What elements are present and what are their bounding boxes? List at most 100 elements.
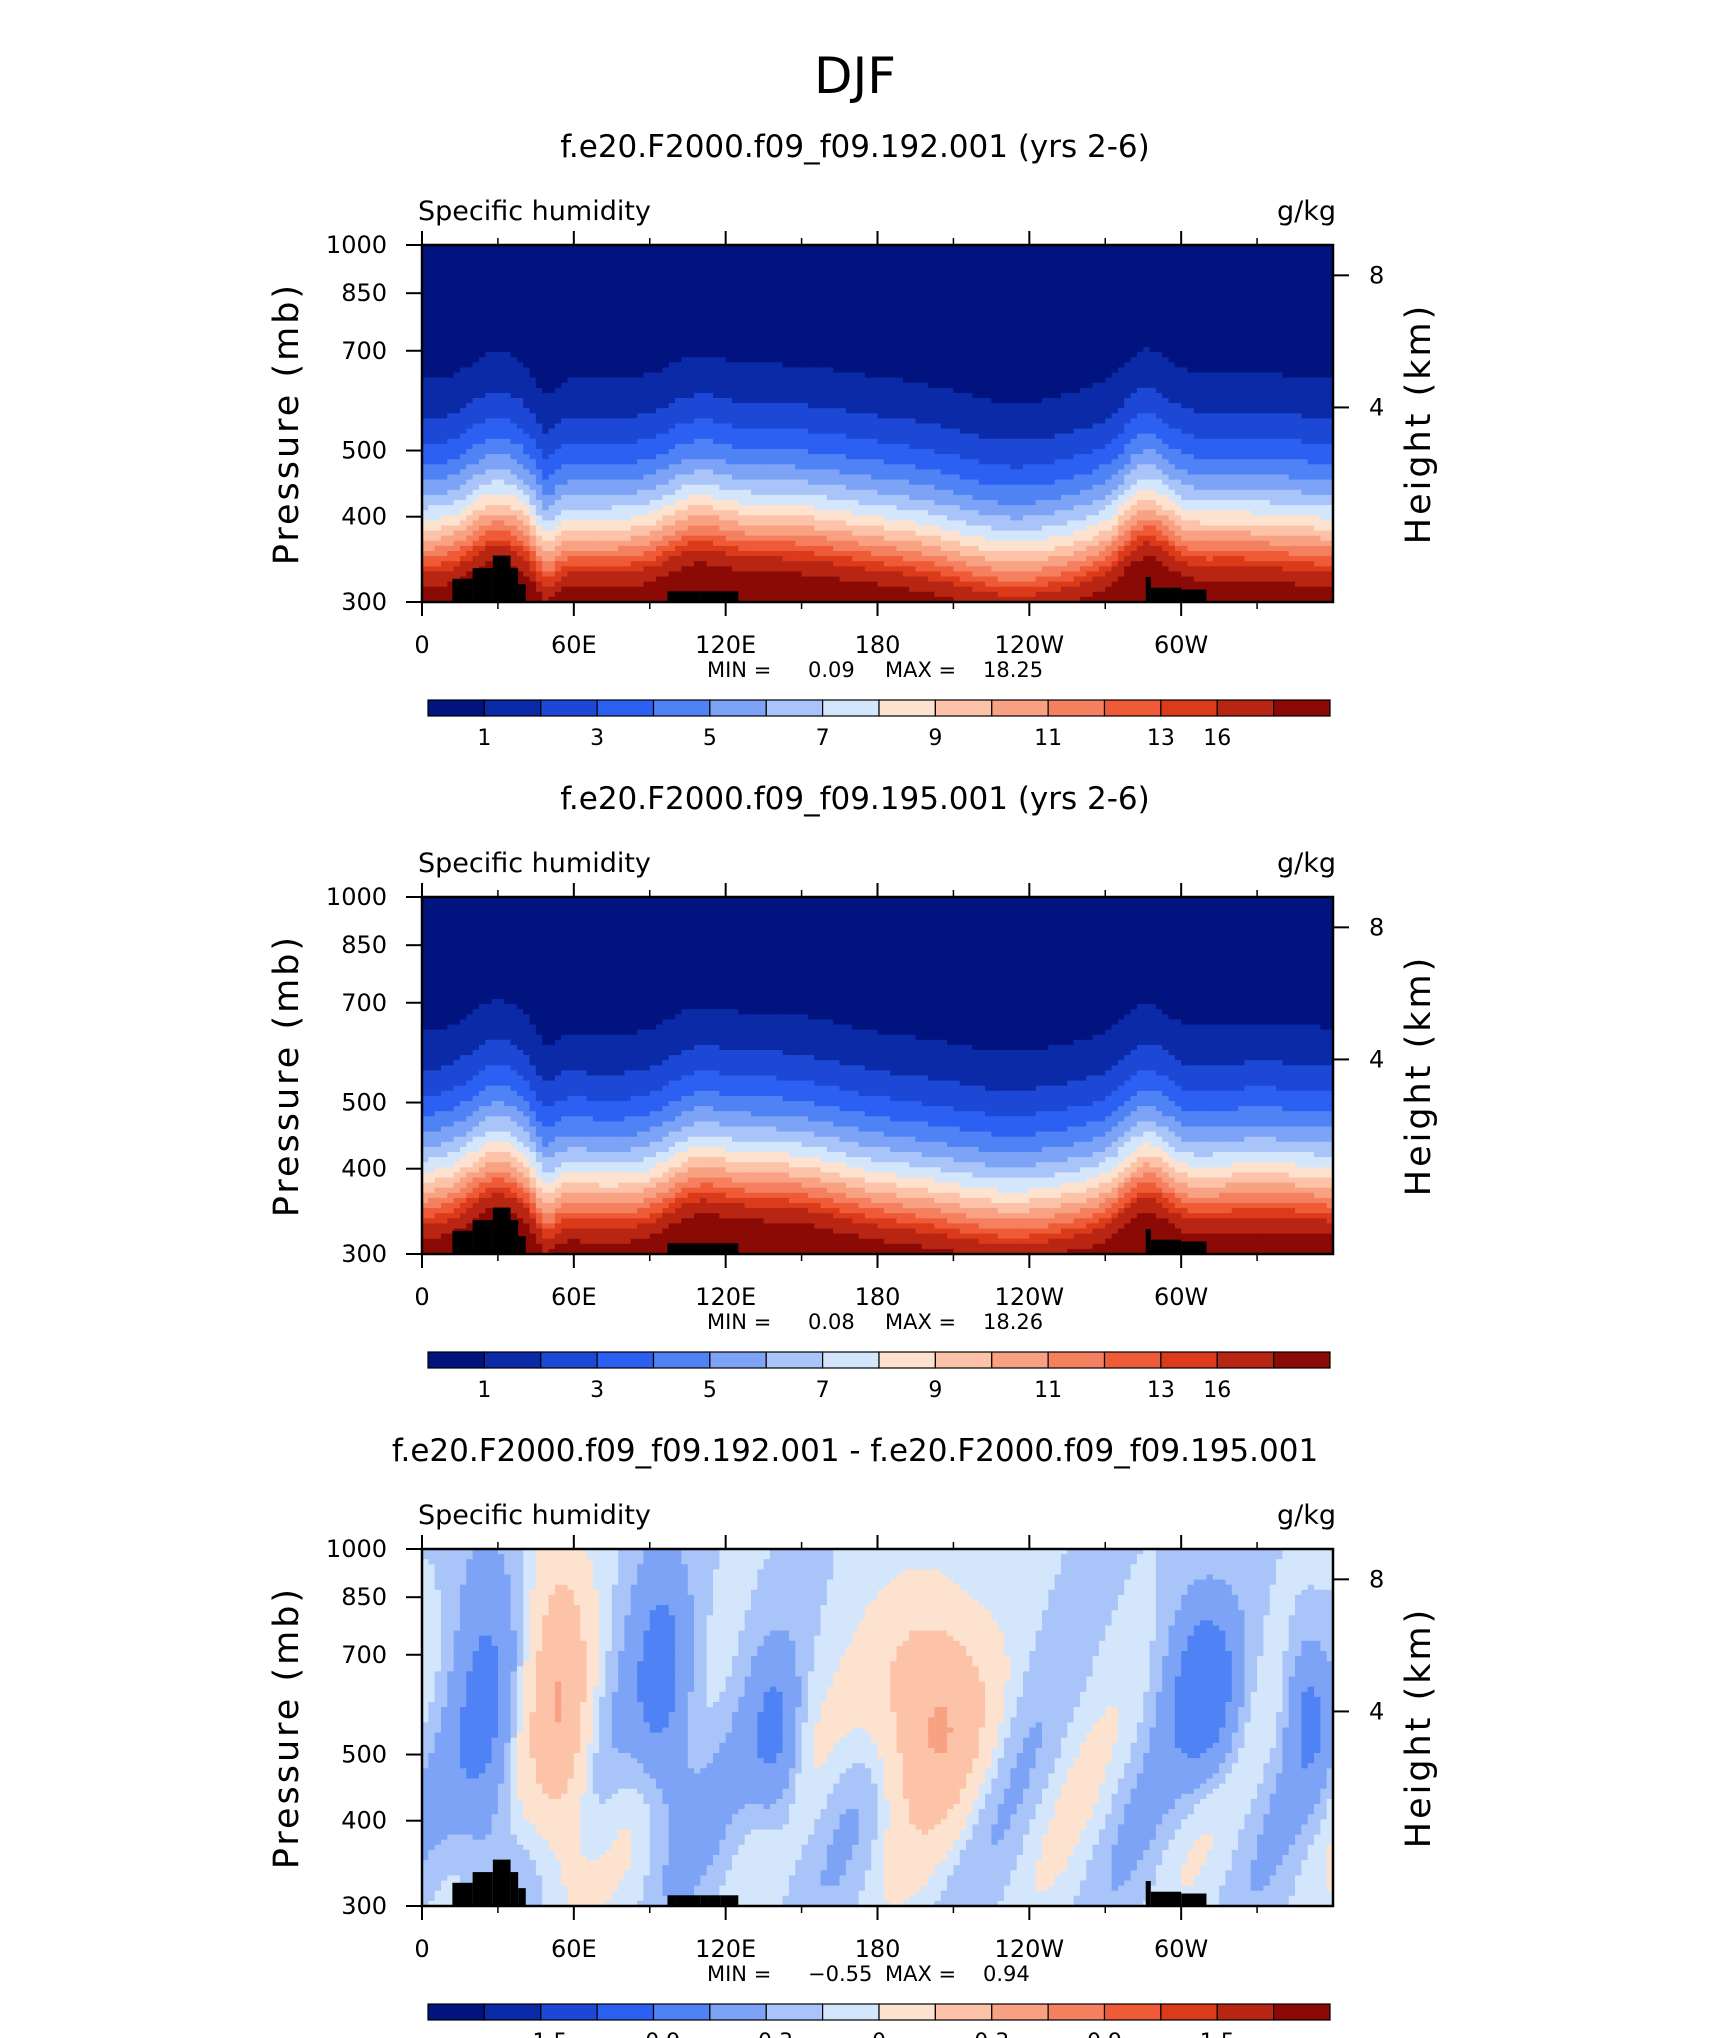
contour-cell [884,332,891,338]
contour-cell [985,398,992,404]
contour-cell [1099,357,1106,363]
contour-cell [915,367,922,373]
contour-cell [859,322,866,328]
contour-cell [688,408,695,414]
contour-cell [726,255,733,261]
contour-cell [688,276,695,282]
contour-cell [726,250,733,256]
contour-cell [656,352,663,358]
contour-cell [1162,352,1169,358]
contour-cell [1010,347,1017,353]
contour-cell [549,347,556,353]
contour-cell [1276,352,1283,358]
contour-cell [561,403,568,409]
contour-cell [479,342,486,348]
contour-cell [1289,260,1296,266]
contour-cell [795,322,802,328]
contour-cell [586,250,593,256]
contour-cell [485,265,492,271]
contour-cell [542,286,549,292]
contour-cell [998,362,1005,368]
contour-cell [871,332,878,338]
contour-cell [732,408,739,414]
contour-cell [865,271,872,277]
contour-cell [1099,286,1106,292]
contour-cell [770,322,777,328]
contour-cell [1042,296,1049,302]
contour-cell [428,418,435,424]
contour-cell [947,265,954,271]
contour-cell [580,408,587,414]
contour-cell [700,327,707,333]
contour-cell [656,378,663,384]
contour-cell [1295,276,1302,282]
contour-cell [1225,265,1232,271]
contour-cell [934,398,941,404]
contour-cell [840,362,847,368]
contour-cell [435,291,442,297]
contour-cell [428,255,435,261]
contour-cell [631,378,638,384]
contour-cell [536,276,543,282]
contour-cell [991,311,998,317]
contour-cell [624,378,631,384]
contour-cell [643,383,650,389]
contour-cell [1029,322,1036,328]
contour-cell [662,291,669,297]
contour-cell [928,403,935,409]
contour-cell [751,347,758,353]
contour-cell [795,260,802,266]
contour-cell [1061,367,1068,373]
contour-cell [1314,296,1321,302]
contour-cell [593,281,600,287]
contour-cell [1169,357,1176,363]
contour-cell [504,362,511,368]
contour-cell [1137,332,1144,338]
contour-cell [1295,296,1302,302]
contour-cell [998,255,1005,261]
contour-cell [485,398,492,404]
contour-cell [1276,413,1283,419]
contour-cell [1251,301,1258,307]
contour-cell [1232,260,1239,266]
contour-cell [1314,342,1321,348]
contour-cell [713,271,720,277]
contour-cell [1112,413,1119,419]
contour-cell [884,408,891,414]
contour-cell [675,373,682,379]
contour-cell [896,276,903,282]
contour-cell [915,398,922,404]
contour-cell [479,281,486,287]
contour-cell [833,413,840,419]
contour-cell [1048,337,1055,343]
contour-cell [605,301,612,307]
contour-cell [738,255,745,261]
contour-cell [549,286,556,292]
contour-cell [1244,265,1251,271]
contour-cell [846,301,853,307]
contour-cell [757,301,764,307]
contour-cell [1017,311,1024,317]
contour-cell [884,403,891,409]
contour-cell [934,332,941,338]
contour-cell [1061,403,1068,409]
contour-cell [504,398,511,404]
contour-cell [764,408,771,414]
contour-cell [435,383,442,389]
contour-cell [428,281,435,287]
contour-cell [454,265,461,271]
contour-cell [580,286,587,292]
contour-cell [979,388,986,394]
contour-cell [1112,352,1119,358]
contour-cell [555,281,562,287]
contour-cell [846,322,853,328]
contour-cell [757,413,764,419]
contour-cell [1238,403,1245,409]
contour-cell [953,255,960,261]
contour-cell [770,408,777,414]
contour-cell [675,332,682,338]
contour-cell [580,357,587,363]
contour-cell [1295,322,1302,328]
contour-cell [1169,327,1176,333]
contour-cell [637,311,644,317]
